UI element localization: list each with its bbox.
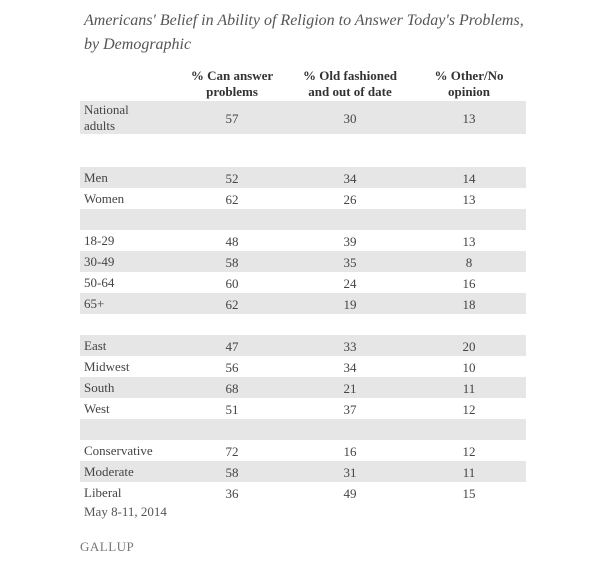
table-row: West 51 37 12 [80,398,526,419]
cell-value: 34 [343,170,357,186]
cell-value: 16 [343,443,357,459]
row-label: Men [84,170,108,185]
column-header: % Other/No [434,68,504,83]
row-label: 18-29 [84,233,115,248]
row-label: Liberal [84,485,122,500]
cell-value: 31 [343,464,357,480]
cell-value: 20 [462,338,476,354]
row-label: Moderate [84,464,134,479]
table-row: 18-29 48 39 13 [80,230,526,251]
spacer-row [80,209,526,230]
cell-value: 52 [225,170,239,186]
cell-value: 68 [225,380,239,396]
column-header: % Old fashioned [303,68,397,83]
row-label: Conservative [84,443,153,458]
cell-value: 33 [343,338,357,354]
table-row: Midwest 56 34 10 [80,356,526,377]
column-header: opinion [448,84,490,99]
row-label: East [84,338,107,353]
row-label: 50-64 [84,275,115,290]
cell-value: 12 [462,443,476,459]
spacer-row [80,314,526,335]
row-label: West [84,401,110,416]
table-row: 50-64 60 24 16 [80,272,526,293]
table-row: Liberal 36 49 15 [80,482,526,503]
cell-value: 14 [462,170,476,186]
title-line: by Demographic [84,36,192,53]
cell-value: 11 [462,380,476,396]
cell-value: 39 [343,233,357,249]
table-row: South 68 21 11 [80,377,526,398]
cell-value: 15 [462,485,476,501]
cell-value: 49 [343,485,357,501]
cell-value: 72 [225,443,239,459]
table-row: 30-49 58 35 8 [80,251,526,272]
cell-value: 36 [225,485,239,501]
cell-value: 30 [343,110,357,126]
column-header: problems [206,84,258,99]
cell-value: 34 [343,359,357,375]
cell-value: 62 [225,191,239,207]
row-label: adults [84,118,116,133]
date-note: May 8-11, 2014 [84,504,167,519]
cell-value: 58 [225,254,239,270]
cell-value: 47 [225,338,239,354]
table-row: Women 62 26 13 [80,188,526,209]
cell-value: 37 [343,401,357,417]
cell-value: 16 [462,275,476,291]
cell-value: 13 [462,110,476,126]
cell-value: 12 [462,401,476,417]
table-row: Men 52 34 14 [80,167,526,188]
row-label: 65+ [84,296,105,311]
row-label: Midwest [84,359,130,374]
source-logo: GALLUP [80,539,135,554]
title-line: Americans' Belief in Ability of Religion… [84,12,524,29]
cell-value: 21 [343,380,357,396]
column-header: and out of date [308,84,392,99]
cell-value: 57 [225,110,239,126]
cell-value: 10 [462,359,476,375]
row-label: 30-49 [84,254,115,269]
cell-value: 18 [462,296,476,312]
cell-value: 8 [465,254,473,270]
cell-value: 56 [225,359,239,375]
cell-value: 13 [462,191,476,207]
table-row: 65+ 62 19 18 [80,293,526,314]
row-label: National [84,102,129,117]
cell-value: 60 [225,275,239,291]
cell-value: 51 [225,401,239,417]
cell-value: 35 [343,254,357,270]
table-row: Moderate 58 31 11 [80,461,526,482]
table-row: Conservative 72 16 12 [80,440,526,461]
cell-value: 24 [343,275,357,291]
cell-value: 11 [462,464,476,480]
cell-value: 19 [343,296,357,312]
table-row: East 47 33 20 [80,335,526,356]
row-label: Women [84,191,125,206]
cell-value: 62 [225,296,239,312]
table-row: National adults 57 30 13 [80,101,526,134]
spacer-row [80,419,526,440]
cell-value: 58 [225,464,239,480]
cell-value: 26 [343,191,357,207]
column-header: % Can answer [190,68,274,83]
cell-value: 13 [462,233,476,249]
row-label: South [84,380,115,395]
cell-value: 48 [225,233,239,249]
